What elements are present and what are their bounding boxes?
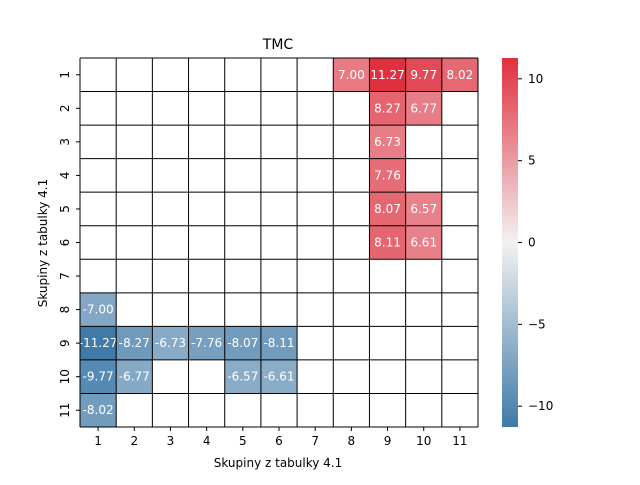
- x-tick-label: 6: [275, 434, 283, 448]
- heatmap-cell: [80, 359, 117, 394]
- heatmap-cell: [224, 359, 261, 394]
- cell-value-label: 11.27: [370, 68, 404, 82]
- cell-value-label: -6.73: [155, 336, 186, 350]
- cell-value-label: 8.07: [374, 202, 401, 216]
- x-tick-label: 5: [239, 434, 247, 448]
- cell-value-label: 6.73: [374, 135, 401, 149]
- heatmap-cell: [405, 192, 442, 226]
- cell-value-label: -6.61: [263, 370, 294, 384]
- chart-title: TMC: [262, 37, 294, 53]
- cell-value-label: 8.02: [447, 68, 474, 82]
- cell-value-label: -8.07: [227, 336, 258, 350]
- cell-value-label: 7.76: [374, 168, 401, 182]
- cell-value-label: -7.76: [191, 336, 222, 350]
- heatmap-cell: [224, 326, 261, 360]
- heatmap-cell: [152, 326, 189, 360]
- colorbar-tick-label: 0: [528, 236, 536, 250]
- heatmap-cell: [260, 326, 298, 360]
- colorbar-tick-label: −5: [528, 317, 546, 331]
- cell-value-label: -8.11: [263, 336, 294, 350]
- y-tick-label: 4: [58, 172, 72, 180]
- x-tick-label: 4: [203, 434, 211, 448]
- colorbar-tick-label: 10: [528, 72, 543, 86]
- heatmap-cell: [405, 91, 442, 126]
- heatmap-cell: [369, 125, 406, 159]
- heatmap-cell: [369, 158, 406, 193]
- heatmap-cells: 7.00 11.27 9.77 8.02 8.27 6.77 6.73 7.76 8.07 6.5…: [79, 58, 478, 427]
- colorbar-tick-label: −10: [528, 399, 553, 413]
- cell-value-label: 6.57: [410, 202, 437, 216]
- y-tick-label: 5: [58, 205, 72, 213]
- heatmap-cell: [405, 58, 442, 92]
- x-tick-label: 3: [167, 434, 175, 448]
- cell-value-label: 7.00: [338, 68, 365, 82]
- x-tick-label: 2: [130, 434, 138, 448]
- cell-value-label: 8.11: [374, 236, 401, 250]
- heatmap-cell: [80, 393, 117, 427]
- cell-value-label: 8.27: [374, 101, 401, 115]
- heatmap-cell: [260, 359, 298, 394]
- cell-value-label: 6.61: [410, 236, 437, 250]
- heatmap-cell: [80, 326, 117, 360]
- x-tick-label: 9: [384, 434, 392, 448]
- x-tick-label: 1: [94, 434, 102, 448]
- heatmap-cell: [441, 58, 478, 92]
- y-tick-label: 3: [58, 138, 72, 146]
- heatmap-cell: [369, 91, 406, 126]
- y-tick-label: 9: [58, 339, 72, 347]
- x-tick-label: 8: [348, 434, 356, 448]
- cell-value-label: -6.57: [227, 370, 258, 384]
- colorbar-ticks: −10 −5 0 5 10: [518, 72, 553, 413]
- cell-value-label: 9.77: [410, 68, 437, 82]
- y-tick-label: 1: [58, 71, 72, 79]
- y-tick-label: 7: [58, 272, 72, 280]
- cell-value-label: -8.02: [83, 403, 114, 417]
- cell-value-label: -9.77: [83, 370, 114, 384]
- heatmap-cell: [80, 292, 117, 327]
- x-axis-label: Skupiny z tabulky 4.1: [214, 456, 343, 470]
- heatmap-cell: [188, 326, 225, 360]
- heatmap-cell: [116, 326, 153, 360]
- x-axis-ticks: 1 2 3 4 5 6 7 8 9 10 11: [94, 427, 468, 448]
- colorbar-tick-label: 5: [528, 154, 536, 168]
- heatmap-cell: [369, 225, 406, 260]
- y-tick-label: 2: [58, 104, 72, 112]
- y-axis-ticks: 1 2 3 4 5 6 7 8 9 10 11: [58, 71, 80, 418]
- cell-value-label: -6.77: [119, 370, 150, 384]
- y-tick-label: 11: [58, 403, 72, 418]
- cell-value-label: -7.00: [83, 303, 114, 317]
- heatmap-cell: [369, 58, 406, 92]
- x-tick-label: 7: [311, 434, 319, 448]
- heatmap-cell: [333, 58, 370, 92]
- cell-value-label: -8.27: [119, 336, 150, 350]
- heatmap-cell: [116, 359, 153, 394]
- heatmap-cell: [405, 225, 442, 260]
- y-tick-label: 10: [58, 369, 72, 384]
- colorbar: [502, 58, 518, 427]
- y-axis-label: Skupiny z tabulky 4.1: [36, 179, 50, 308]
- cell-value-label: 6.77: [410, 101, 437, 115]
- y-tick-label: 6: [58, 239, 72, 247]
- y-tick-label: 8: [58, 306, 72, 314]
- heatmap-cell: [369, 192, 406, 226]
- cell-value-label: -11.27: [79, 336, 118, 350]
- x-tick-label: 10: [416, 434, 431, 448]
- x-tick-label: 11: [452, 434, 467, 448]
